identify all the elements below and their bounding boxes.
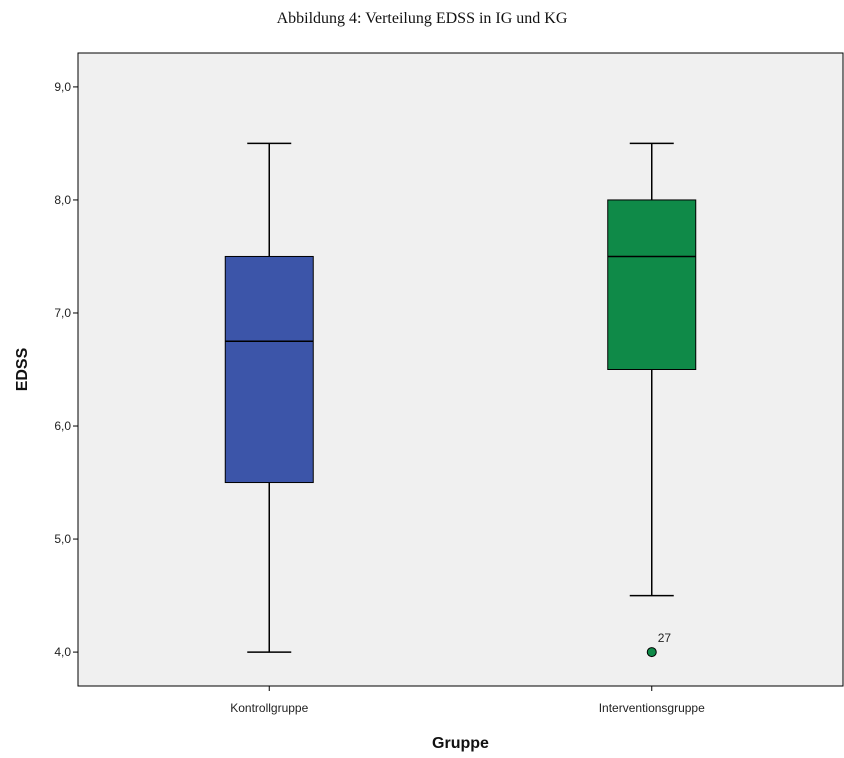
y-tick-label: 9,0: [54, 80, 71, 94]
y-tick-label: 7,0: [54, 306, 71, 320]
box-group: 27: [607, 142, 697, 658]
y-axis-title: EDSS: [14, 347, 31, 391]
figure-caption: Abbildung 4: Verteilung EDSS in IG und K…: [276, 10, 568, 27]
y-tick-label: 6,0: [54, 419, 71, 433]
outlier-label: 27: [658, 631, 672, 645]
plot-area: [77, 52, 844, 687]
x-axis: Kontrollgruppe Interventionsgruppe: [230, 686, 705, 715]
outlier-point: [646, 647, 657, 658]
x-axis-title: Gruppe: [432, 735, 489, 752]
boxes-layer: 27: [224, 142, 697, 658]
x-tick-label: Kontrollgruppe: [230, 701, 308, 715]
x-tick-label: Interventionsgruppe: [599, 701, 705, 715]
box-iqr: [607, 199, 697, 370]
y-tick-label: 5,0: [54, 532, 71, 546]
y-axis: 4,0 5,0 6,0 7,0 8,0 9,0: [54, 80, 78, 659]
y-tick-label: 4,0: [54, 645, 71, 659]
box-iqr: [224, 255, 314, 484]
box-group: [224, 142, 314, 653]
y-tick-label: 8,0: [54, 193, 71, 207]
